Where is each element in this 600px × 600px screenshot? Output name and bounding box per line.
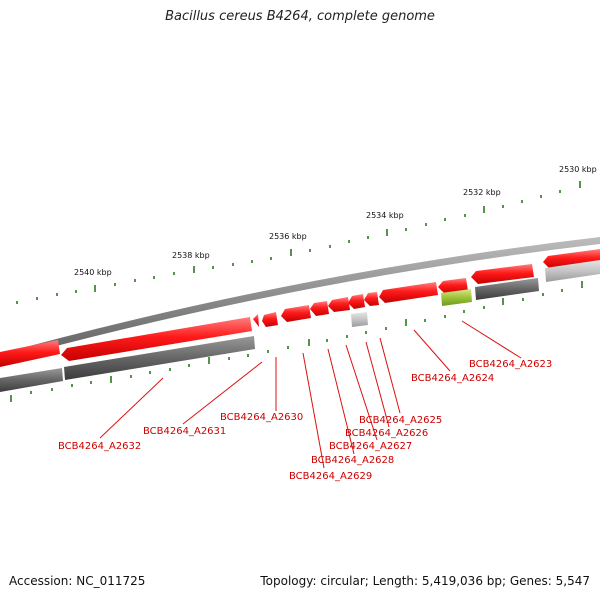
gene-label-A2630: BCB4264_A2630	[220, 412, 303, 423]
inner-tick-ring	[10, 281, 583, 402]
gene-label-A2626: BCB4264_A2626	[345, 428, 428, 439]
gene-arrow-A2629	[262, 312, 278, 327]
gene-label-A2632: BCB4264_A2632	[58, 441, 141, 452]
cog-block-4	[441, 289, 472, 306]
gene-arrow-A2627	[310, 301, 329, 316]
kbp-labels: 2530 kbp 2532 kbp 2534 kbp 2536 kbp 2538…	[74, 165, 597, 277]
leader-A2628	[327, 348, 355, 455]
leader-A2631	[182, 361, 263, 425]
gene-arrow-A2623a	[438, 278, 468, 294]
leader-A2625	[379, 337, 401, 414]
cog-block-1	[0, 368, 63, 392]
genome-backbone	[0, 237, 600, 361]
gene-leader-lines	[99, 320, 522, 469]
gene-label-A2625: BCB4264_A2625	[359, 415, 442, 426]
gene-label-A2628: BCB4264_A2628	[311, 455, 394, 466]
genome-summary-text: Topology: circular; Length: 5,419,036 bp…	[260, 574, 590, 588]
gene-arrow-A2631	[61, 317, 252, 361]
gene-arrow-A2623b	[471, 264, 534, 284]
leader-A2627	[345, 344, 378, 441]
cog-block-2	[64, 336, 255, 380]
gene-label-A2623: BCB4264_A2623	[469, 359, 552, 370]
gene-arrow-A2625a	[348, 294, 365, 309]
gene-label-A2629: BCB4264_A2629	[289, 471, 372, 482]
kbp-label-2540: 2540 kbp	[74, 268, 112, 277]
gene-label-A2631: BCB4264_A2631	[143, 426, 226, 437]
gene-label-A2624: BCB4264_A2624	[411, 373, 494, 384]
cog-block-6	[545, 260, 600, 282]
cog-block-5	[475, 278, 539, 300]
gene-arrow-A2626	[328, 297, 350, 312]
gene-arrow-A2625b	[364, 292, 379, 306]
forward-strand-genes	[0, 249, 600, 367]
cog-track	[0, 260, 600, 392]
gene-arrow-A2632	[0, 340, 60, 367]
kbp-label-2538: 2538 kbp	[172, 251, 210, 260]
leader-A2632	[99, 377, 164, 439]
gene-arrow-A2630	[253, 314, 259, 327]
outer-tick-ring	[16, 181, 581, 304]
kbp-label-2536: 2536 kbp	[269, 232, 307, 241]
kbp-label-2530: 2530 kbp	[559, 165, 597, 174]
kbp-label-2532: 2532 kbp	[463, 188, 501, 197]
accession-text: Accession: NC_011725	[9, 574, 146, 588]
page-title: Bacillus cereus B4264, complete genome	[165, 9, 435, 24]
leader-A2629	[302, 352, 325, 469]
gene-label-A2627: BCB4264_A2627	[329, 441, 412, 452]
gene-labels: BCB4264_A2623 BCB4264_A2624 BCB4264_A262…	[58, 359, 552, 482]
leader-A2626	[365, 341, 390, 428]
gene-arrow-A2624	[379, 282, 438, 303]
gene-arrow-downstream	[543, 249, 600, 269]
leader-A2623	[461, 320, 522, 359]
cog-block-3	[351, 312, 368, 327]
leader-A2624	[413, 329, 451, 372]
kbp-label-2534: 2534 kbp	[366, 211, 404, 220]
gene-arrow-A2628	[281, 305, 311, 322]
